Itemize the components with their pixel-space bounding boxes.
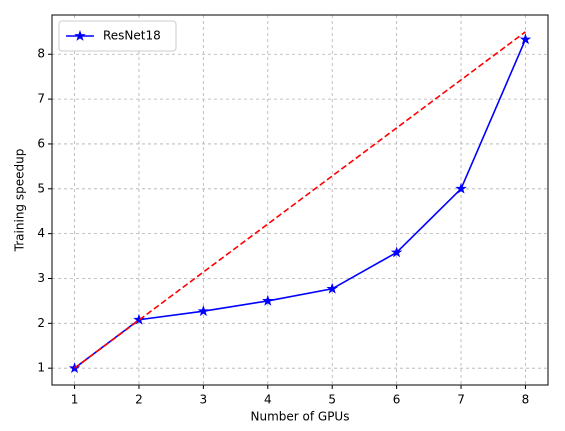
- legend-marker: [74, 29, 86, 41]
- y-tick-label: 1: [37, 361, 45, 375]
- series-line: [74, 31, 526, 369]
- x-tick-label: 7: [457, 393, 465, 407]
- y-tick-label: 5: [37, 181, 45, 195]
- point-marker: [326, 282, 338, 294]
- point-marker: [390, 246, 403, 258]
- legend-box: [58, 20, 177, 52]
- x-tick-label: 5: [328, 393, 336, 407]
- x-tick-label: 1: [71, 393, 79, 407]
- plot-frame: [51, 14, 549, 386]
- point-marker: [519, 33, 532, 45]
- x-tick-label: 4: [264, 393, 272, 407]
- x-axis-label: Number of GPUs: [251, 410, 350, 424]
- y-tick-label: 3: [37, 271, 45, 285]
- series-line: [74, 39, 527, 369]
- y-tick-label: 7: [37, 92, 45, 106]
- point-marker: [262, 294, 274, 306]
- x-tick-label: 2: [135, 393, 143, 407]
- x-tick-label: 3: [200, 393, 208, 407]
- point-marker: [455, 182, 467, 194]
- y-tick-label: 6: [37, 136, 45, 150]
- y-axis-label: Training speedup: [13, 149, 27, 253]
- x-tick-label: 8: [522, 393, 530, 407]
- legend-label: ResNet18: [103, 29, 161, 43]
- y-tick-label: 4: [37, 226, 45, 240]
- y-tick-label: 2: [37, 316, 45, 330]
- y-tick-label: 8: [37, 47, 45, 61]
- point-marker: [197, 305, 210, 317]
- x-tick-label: 6: [393, 393, 401, 407]
